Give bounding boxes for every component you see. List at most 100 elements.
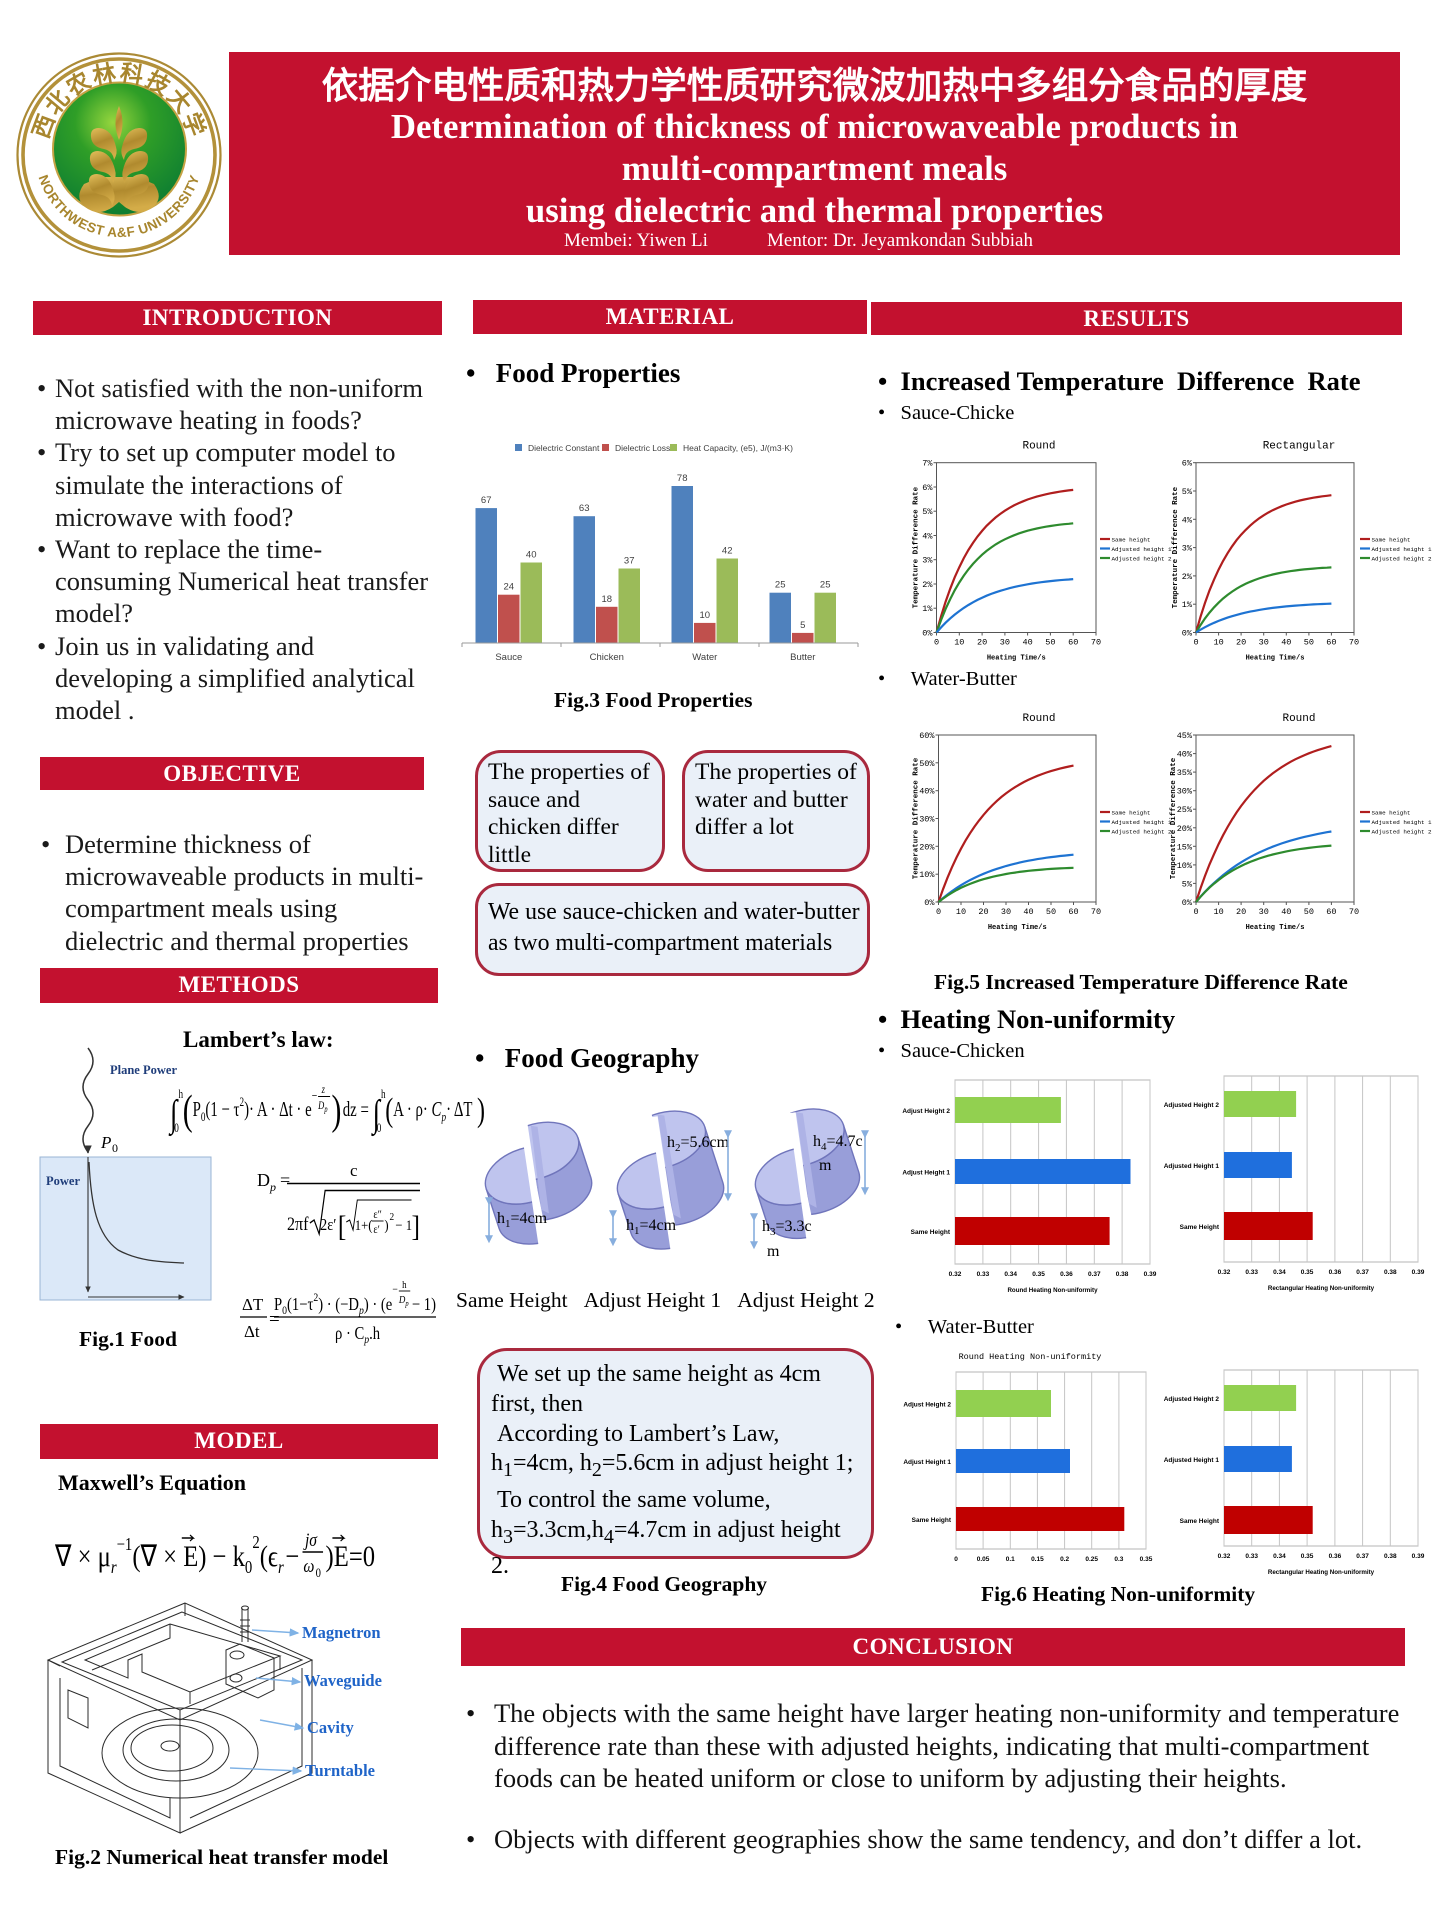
svg-text:20: 20 — [1236, 907, 1246, 917]
svg-text:0%: 0% — [922, 629, 933, 639]
svg-text:(: ( — [385, 1092, 393, 1129]
svg-text:]: ] — [412, 1210, 420, 1243]
svg-text:3%: 3% — [922, 556, 933, 566]
svg-text:24: 24 — [504, 582, 515, 593]
svg-text:ρ · C: ρ · C — [335, 1323, 364, 1344]
svg-text:ε′: ε′ — [373, 1223, 379, 1236]
svg-text:p: p — [441, 1111, 447, 1125]
svg-text:Adjusted height 2: Adjusted height 2 — [1372, 828, 1433, 835]
svg-text:67: 67 — [481, 495, 492, 506]
svg-text:0: 0 — [112, 1141, 118, 1155]
svg-text:Adjust Height 1: Adjust Height 1 — [902, 1170, 950, 1177]
svg-text:h: h — [402, 1279, 406, 1291]
svg-text:Temperature Difference Rate: Temperature Difference Rate — [913, 486, 921, 608]
svg-text:) − k: ) − k — [198, 1540, 245, 1573]
svg-text:0: 0 — [936, 907, 941, 917]
svg-text:50: 50 — [1304, 907, 1314, 917]
svg-text:40: 40 — [1281, 907, 1291, 917]
svg-text:jσ: jσ — [303, 1530, 318, 1551]
svg-text:15%: 15% — [1177, 842, 1193, 852]
svg-text:(: ( — [183, 1087, 193, 1133]
svg-text:Cavity: Cavity — [307, 1718, 354, 1737]
svg-text:2: 2 — [240, 1096, 245, 1110]
svg-text:50: 50 — [1045, 638, 1055, 648]
svg-text:0.05: 0.05 — [977, 1556, 990, 1563]
svg-text:0.33: 0.33 — [1245, 1553, 1258, 1560]
svg-text:40: 40 — [1281, 638, 1291, 648]
svg-text:5: 5 — [800, 620, 805, 631]
svg-text:.h: .h — [369, 1323, 380, 1344]
svg-text:0: 0 — [934, 638, 939, 648]
svg-text:30%: 30% — [919, 815, 935, 825]
svg-text:60: 60 — [1326, 907, 1336, 917]
svg-text:(∇ × E: (∇ × E — [132, 1540, 198, 1573]
svg-text:p: p — [404, 1299, 408, 1308]
svg-text:=: = — [280, 1170, 290, 1190]
svg-text:20: 20 — [1236, 638, 1246, 648]
svg-text:∫: ∫ — [371, 1094, 382, 1137]
svg-text:70: 70 — [1349, 907, 1359, 917]
svg-text:Adjusted height 1: Adjusted height 1 — [1112, 819, 1173, 826]
svg-text:0.38: 0.38 — [1384, 1269, 1397, 1276]
svg-text:60: 60 — [1326, 638, 1336, 648]
svg-text:ε″: ε″ — [373, 1208, 382, 1221]
svg-text:Rectangular Heating Non-unifor: Rectangular Heating Non-uniformity — [1268, 1569, 1375, 1576]
svg-text:Same Height: Same Height — [1180, 1518, 1220, 1525]
svg-text:Waveguide: Waveguide — [304, 1671, 382, 1690]
svg-text:) · (−D: ) · (−D — [318, 1294, 359, 1315]
svg-text:Heating Time/s: Heating Time/s — [988, 924, 1047, 932]
svg-text:0: 0 — [954, 1556, 958, 1563]
svg-text:20: 20 — [978, 907, 988, 917]
svg-text:−: − — [392, 1283, 398, 1296]
svg-text:Heat Capacity, (e5), J/(m3·K): Heat Capacity, (e5), J/(m3·K) — [683, 443, 793, 453]
svg-text:10: 10 — [956, 907, 966, 917]
svg-text:0: 0 — [377, 1122, 382, 1136]
svg-text:h: h — [178, 1088, 183, 1102]
svg-text:Adjusted Height 2: Adjusted Height 2 — [1164, 1396, 1220, 1403]
svg-text:r: r — [278, 1557, 284, 1578]
svg-text:0.39: 0.39 — [1144, 1271, 1157, 1278]
svg-text:6%: 6% — [1182, 459, 1193, 469]
svg-text:10: 10 — [1213, 638, 1223, 648]
svg-text:0.37: 0.37 — [1356, 1269, 1369, 1276]
svg-text:5%: 5% — [1182, 879, 1193, 889]
svg-text:50: 50 — [1046, 907, 1056, 917]
svg-text:40%: 40% — [919, 787, 935, 797]
svg-text:60: 60 — [1068, 638, 1078, 648]
svg-text:r: r — [111, 1557, 117, 1578]
svg-text:Plane Power: Plane Power — [110, 1063, 177, 1077]
svg-text:10: 10 — [700, 610, 711, 621]
svg-text:0.36: 0.36 — [1060, 1271, 1073, 1278]
svg-text:3%: 3% — [1182, 544, 1193, 554]
svg-text:10%: 10% — [919, 870, 935, 880]
svg-text:Rectangular Heating Non-unifor: Rectangular Heating Non-uniformity — [1268, 1285, 1375, 1292]
svg-text:20%: 20% — [919, 842, 935, 852]
svg-text:Round: Round — [1282, 713, 1315, 725]
svg-text:78: 78 — [677, 473, 688, 484]
svg-text:30: 30 — [1259, 907, 1269, 917]
svg-text:Round: Round — [1022, 713, 1055, 725]
svg-text:40: 40 — [526, 550, 537, 561]
svg-text:2%: 2% — [1182, 572, 1193, 582]
svg-text:0: 0 — [282, 1304, 287, 1317]
svg-text:0.2: 0.2 — [1060, 1556, 1069, 1563]
svg-text:0.34: 0.34 — [1273, 1553, 1286, 1560]
svg-text:37: 37 — [624, 556, 635, 567]
svg-text:0.33: 0.33 — [1245, 1269, 1258, 1276]
svg-text:0.1: 0.1 — [1006, 1556, 1015, 1563]
svg-text:0.32: 0.32 — [949, 1271, 962, 1278]
svg-text:40: 40 — [1022, 638, 1032, 648]
svg-text:· ΔT: · ΔT — [446, 1098, 472, 1121]
svg-text:Rectangular: Rectangular — [1263, 441, 1336, 453]
svg-text:p: p — [269, 1180, 276, 1194]
svg-text:50: 50 — [1304, 638, 1314, 648]
svg-text:=: = — [269, 1309, 280, 1330]
svg-text:): ) — [384, 1218, 389, 1234]
svg-text:): ) — [477, 1092, 485, 1129]
svg-text:=0: =0 — [349, 1540, 375, 1573]
svg-text:0.3: 0.3 — [1114, 1556, 1123, 1563]
svg-text:25: 25 — [820, 580, 831, 591]
svg-text:Adjusted Height 1: Adjusted Height 1 — [1164, 1457, 1220, 1464]
svg-text:20%: 20% — [1177, 824, 1193, 834]
svg-text:Temperature Difference Rate: Temperature Difference Rate — [1172, 486, 1180, 608]
